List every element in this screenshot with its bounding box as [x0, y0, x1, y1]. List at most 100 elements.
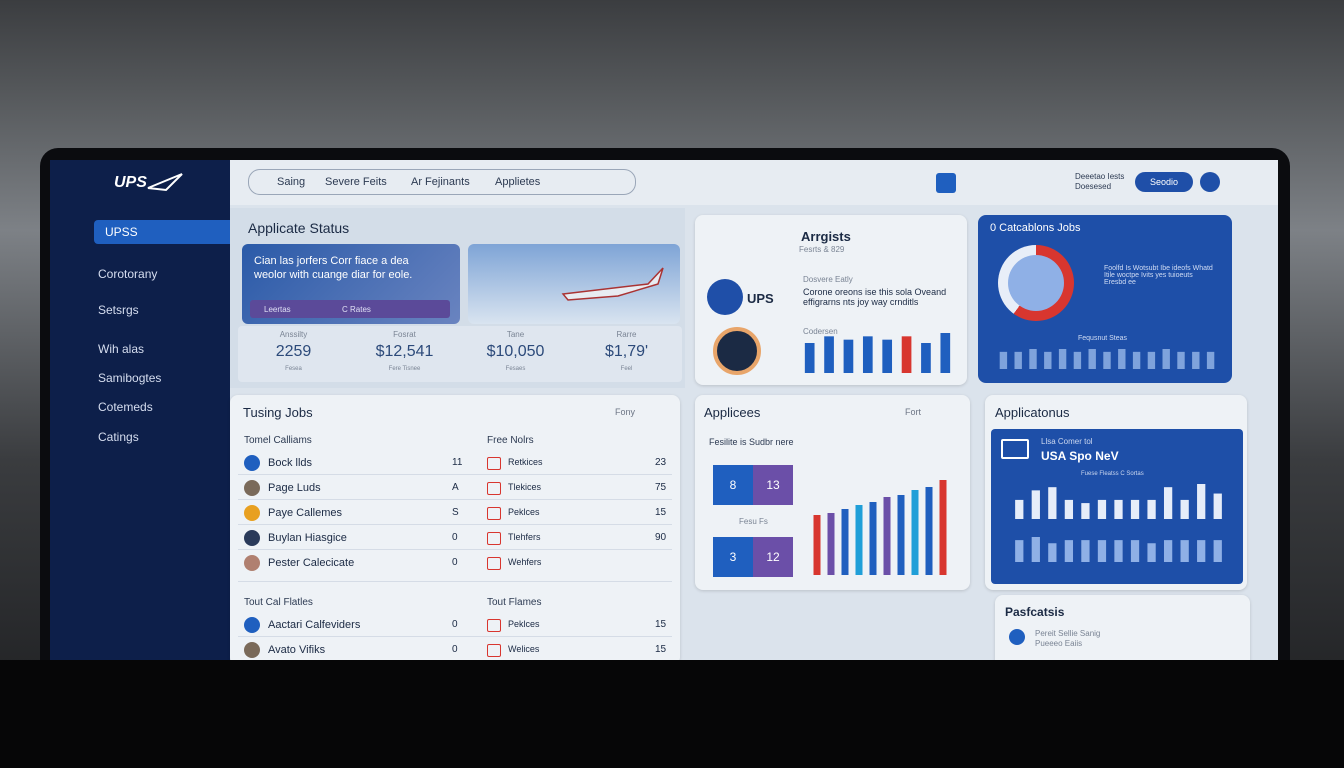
arrgists-panel: Arrgists Fesrts & 829 UPS Dosvere Eatly … [695, 215, 967, 385]
bar-chart [804, 333, 951, 373]
promo-label: C Rates [342, 305, 371, 314]
avatar-button[interactable] [1200, 172, 1220, 192]
panel-title: Pasfcatsis [1005, 605, 1065, 619]
logo-circle [713, 327, 761, 375]
row-icon [487, 507, 501, 520]
jobs-panel: Tusing Jobs Fony Tomel Calliams Free Nolr… [230, 395, 680, 660]
nav-item[interactable]: Setsrgs [98, 303, 139, 317]
bar [921, 343, 931, 373]
nav-item[interactable]: Samibogtes [98, 371, 162, 385]
top-bar: Saing Severe Feits Ar Fejinants Appliete… [230, 160, 1278, 205]
nav-item[interactable]: Corotorany [98, 267, 158, 281]
bar [1114, 499, 1123, 519]
item[interactable]: Pueeeo Eaiis [1035, 639, 1083, 648]
bar [1081, 503, 1090, 519]
stat-label: Fosrat [393, 330, 416, 339]
row-name: Bock llds [268, 457, 313, 469]
row-icon [487, 557, 501, 570]
column-header: Free Nolrs [487, 435, 534, 446]
button[interactable]: Seodio [1135, 172, 1193, 192]
body-text: Corone oreons ise this sola Oveand effig… [803, 287, 947, 307]
bar-chart [813, 480, 947, 575]
promo-label: Leertas [264, 305, 291, 314]
bar [1114, 540, 1123, 562]
bar [1162, 349, 1170, 369]
filter[interactable]: Fony [615, 407, 636, 417]
bar [1180, 540, 1189, 562]
row-icon [487, 619, 501, 632]
bar [841, 509, 849, 575]
bar [940, 333, 951, 373]
breadcrumb[interactable]: Severe Feits [325, 176, 387, 188]
icon-button[interactable] [936, 173, 956, 193]
row-icon [487, 644, 501, 657]
pasfcatsis-panel: Pasfcatsis Pereit Sellie Sanig Pueeeo Ea… [995, 595, 1250, 660]
card-label: Fuese Fleatss C Sortas [1081, 471, 1144, 477]
row-icon [244, 530, 260, 546]
body-text: Foolfd Is Wotsubt Ibe ideofs Whatd Itile… [1104, 265, 1213, 286]
nav-item[interactable]: Wih alas [98, 342, 145, 356]
bar [1031, 537, 1040, 562]
panel-title: Applicate Status [248, 220, 350, 236]
bar [1044, 351, 1052, 369]
row-icon [244, 505, 260, 521]
breadcrumb[interactable]: Applietes [495, 176, 541, 188]
bar [1197, 484, 1206, 519]
promo-card: Cian las jorfers Corr fiace a dea weolor… [242, 244, 460, 324]
row-line [238, 581, 672, 582]
panel-title: Applicatonus [995, 405, 1070, 420]
bar [1197, 540, 1206, 562]
row-value: 75 [655, 482, 667, 493]
bar-chart [999, 349, 1215, 369]
search-box[interactable]: Saing Severe Feits Ar Fejinants Appliete… [248, 169, 636, 195]
bar [925, 487, 933, 575]
nav-item[interactable]: Catings [98, 430, 139, 444]
breadcrumb[interactable]: Ar Fejinants [411, 176, 470, 188]
bar [1015, 540, 1024, 562]
bar [1097, 540, 1107, 562]
row-name: Page Luds [268, 482, 321, 494]
bar [1081, 540, 1090, 562]
bar [1132, 351, 1141, 369]
applicatonus-panel: Applicatonus Llsa Comer tol USA Spo NeV … [985, 395, 1247, 590]
nav-item[interactable]: Cotemeds [98, 400, 153, 414]
bar [1058, 349, 1067, 369]
column-header: Tomel Calliams [244, 435, 312, 446]
user-text: Doesesed [1075, 182, 1112, 191]
nav-item[interactable]: UPSS [105, 225, 138, 239]
bar [1048, 487, 1057, 519]
bar [1118, 349, 1126, 369]
item-icon [1009, 629, 1025, 645]
stat-sub: Feel [620, 366, 633, 372]
bar [869, 502, 877, 575]
stat-value: $10,050 [486, 343, 545, 360]
row-line [238, 524, 672, 525]
filter[interactable]: Fort [905, 407, 922, 417]
stat-label: Tane [506, 330, 525, 339]
bar [1192, 351, 1200, 369]
footer-text: Fequsnut Steas [1078, 335, 1128, 342]
sidebar: UPS UPSS Corotorany Setsrgs Wih alas Sam… [50, 160, 230, 660]
tile: 3 [713, 537, 753, 577]
bar [1014, 351, 1022, 369]
item[interactable]: Pereit Sellie Sanig [1035, 629, 1101, 638]
bar [804, 343, 815, 373]
bar [1206, 351, 1215, 369]
bar [862, 336, 873, 373]
card: Llsa Comer tol USA Spo NeV Fuese Fleatss… [991, 429, 1243, 584]
row-icon [244, 555, 260, 571]
bar [883, 497, 891, 575]
promo-text: Cian las jorfers Corr fiace a dea weolor… [254, 255, 413, 281]
panel-title: Tusing Jobs [243, 405, 313, 420]
plane-image [468, 244, 680, 324]
logo-circle [707, 279, 743, 315]
row-name: Avato Vifiks [268, 644, 326, 656]
row-name: Pester Calecicate [268, 557, 355, 569]
desk-shadow [0, 660, 1344, 768]
row-icon [244, 617, 260, 633]
bar [1097, 499, 1107, 519]
row-icon [244, 480, 260, 496]
bar [1213, 540, 1222, 562]
subtitle: Fesilite is Sudbr nere [709, 437, 794, 447]
